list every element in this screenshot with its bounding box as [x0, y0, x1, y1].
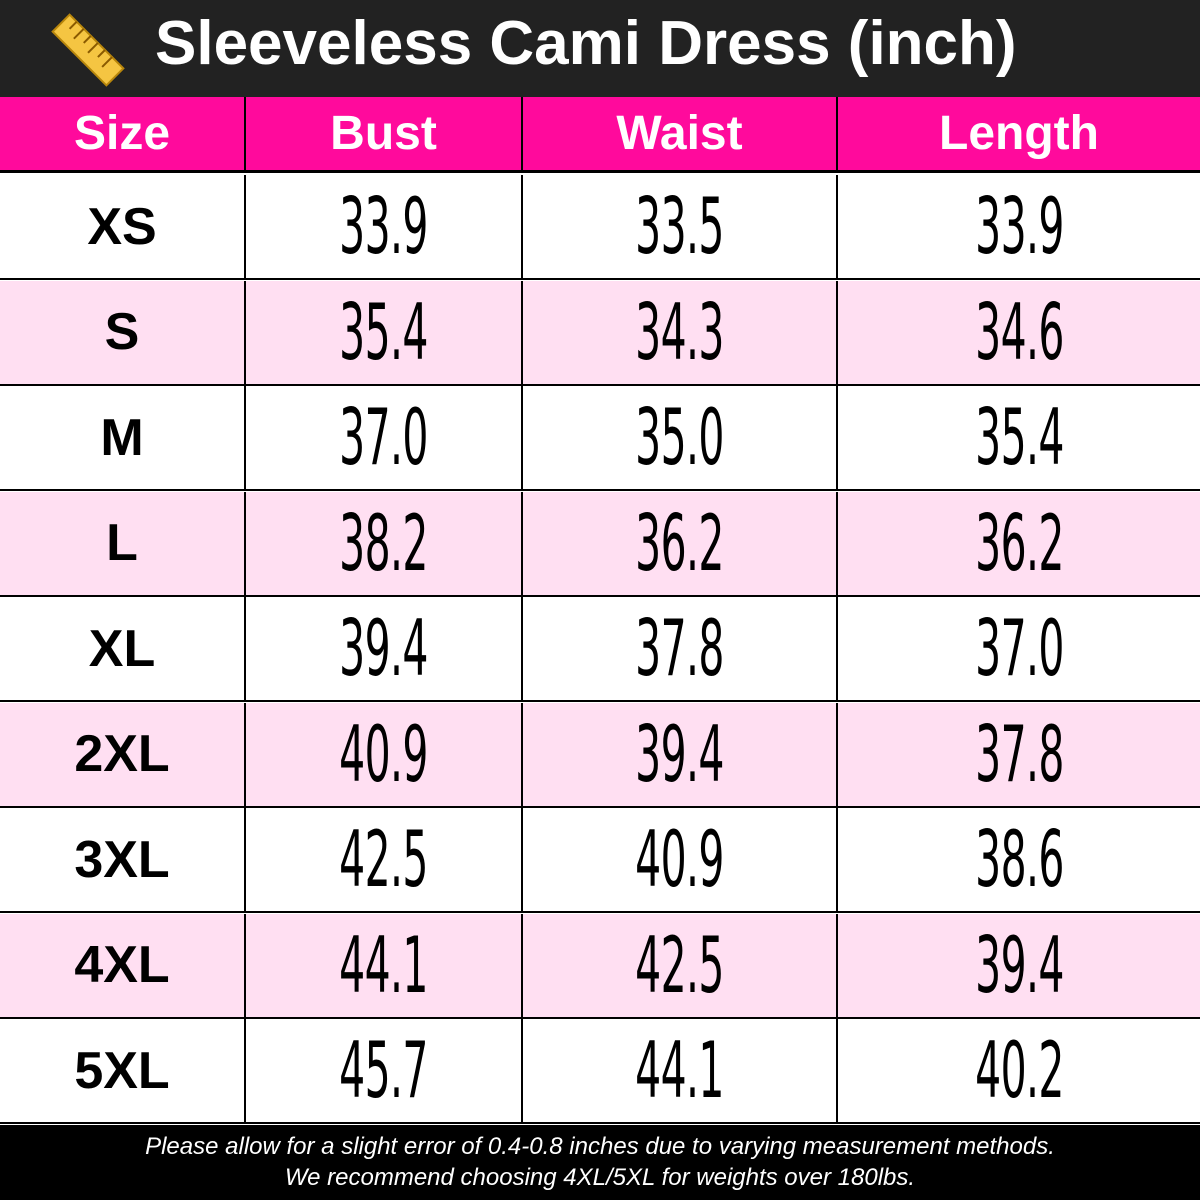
- table-cell: XS: [0, 175, 246, 278]
- table-row: 5XL 45.7 44.1 40.2: [0, 1019, 1200, 1124]
- measurement: 37.0: [339, 392, 428, 483]
- ruler-icon: [51, 13, 125, 87]
- measurement: 34.6: [974, 286, 1064, 378]
- footer-line: We recommend choosing 4XL/5XL for weight…: [284, 1164, 916, 1191]
- size-label: XS: [87, 197, 157, 256]
- table-cell: M: [0, 386, 246, 489]
- measurement: 42.5: [339, 814, 428, 905]
- table-cell: 38.6: [838, 808, 1200, 911]
- table-cell: 35.4: [246, 280, 523, 384]
- measurement: 35.4: [974, 392, 1064, 483]
- table-cell: 2XL: [0, 702, 246, 806]
- table-cell: 39.4: [246, 597, 523, 700]
- measurement: 40.9: [635, 814, 724, 905]
- measurement: 39.4: [635, 708, 724, 800]
- measurement: 35.0: [635, 392, 724, 483]
- table-cell: XL: [0, 597, 246, 700]
- measurement: 37.8: [635, 603, 724, 694]
- footer-line: Please allow for a slight error of 0.4-0…: [145, 1133, 1055, 1160]
- table-row: XS 33.9 33.5 33.9: [0, 175, 1200, 280]
- title: Sleeveless Cami Dress (inch): [155, 9, 1017, 78]
- measurement: 36.2: [974, 497, 1064, 589]
- table-row: M 37.0 35.0 35.4: [0, 386, 1200, 491]
- table-cell: 35.4: [838, 386, 1200, 489]
- table-cell: 3XL: [0, 808, 246, 911]
- size-label: 2XL: [74, 725, 170, 783]
- size-label: S: [104, 303, 140, 361]
- table-cell: 39.4: [523, 702, 838, 806]
- table-row: L 38.2 36.2 36.2: [0, 491, 1200, 597]
- measurement: 44.1: [339, 919, 428, 1011]
- table-cell: 44.1: [523, 1019, 838, 1122]
- table-cell: 39.4: [838, 914, 1200, 1017]
- table-row: 4XL 44.1 42.5 39.4: [0, 913, 1200, 1019]
- table-cell: 45.7: [246, 1019, 523, 1122]
- table-cell: 33.5: [523, 175, 838, 278]
- column-header: Bust: [246, 97, 523, 170]
- table-cell: 40.2: [838, 1019, 1200, 1122]
- measurement: 44.1: [635, 1025, 724, 1116]
- measurement: 33.9: [974, 181, 1064, 272]
- table-cell: 37.8: [523, 597, 838, 700]
- table-cell: 35.0: [523, 386, 838, 489]
- table-row: XL 39.4 37.8 37.0: [0, 597, 1200, 702]
- measurement: 40.9: [339, 708, 428, 800]
- measurement: 45.7: [339, 1025, 428, 1116]
- size-label: M: [100, 408, 144, 467]
- table-row: 3XL 42.5 40.9 38.6: [0, 808, 1200, 913]
- table-cell: 34.3: [523, 280, 838, 384]
- measurement: 37.0: [974, 603, 1064, 694]
- size-label: XL: [88, 619, 156, 678]
- table-cell: 44.1: [246, 913, 523, 1017]
- header-row: Size Bust Waist Length: [0, 97, 1200, 173]
- table-row: 2XL 40.9 39.4 37.8: [0, 702, 1200, 808]
- table-cell: L: [0, 491, 246, 595]
- table-cell: 34.6: [838, 281, 1200, 384]
- column-header: Length: [939, 107, 1099, 160]
- table-cell: 5XL: [0, 1019, 246, 1122]
- footer: Please allow for a slight error of 0.4-0…: [0, 1125, 1200, 1200]
- table-cell: 36.2: [523, 491, 838, 595]
- table-cell: 33.9: [246, 175, 523, 278]
- size-label: 5XL: [74, 1041, 170, 1100]
- measurement: 39.4: [339, 603, 428, 694]
- measurement: 39.4: [974, 919, 1064, 1011]
- table-cell: 33.9: [838, 175, 1200, 278]
- size-label: 4XL: [74, 936, 170, 994]
- table-cell: 37.8: [838, 703, 1200, 806]
- table-row: S 35.4 34.3 34.6: [0, 280, 1200, 386]
- size-table: Size Bust Waist Length XS 33.9 33.5 33.9 S 35.4 34…: [0, 97, 1200, 1125]
- table-cell: 37.0: [838, 597, 1200, 700]
- measurement: 35.4: [339, 286, 428, 378]
- column-header: Size: [0, 97, 246, 170]
- column-header: Waist: [523, 97, 838, 170]
- measurement: 33.9: [339, 181, 428, 272]
- measurement: 38.6: [974, 814, 1064, 905]
- size-label: L: [106, 514, 138, 572]
- size-label: 3XL: [74, 830, 170, 889]
- table-cell: 38.2: [246, 491, 523, 595]
- title-bar: Sleeveless Cami Dress (inch): [0, 0, 1200, 97]
- measurement: 36.2: [635, 497, 724, 589]
- measurement: 42.5: [635, 919, 724, 1011]
- table-cell: 42.5: [246, 808, 523, 911]
- table-cell: 40.9: [246, 702, 523, 806]
- table-cell: 42.5: [523, 913, 838, 1017]
- measurement: 38.2: [339, 497, 428, 589]
- measurement: 34.3: [635, 286, 724, 378]
- measurement: 33.5: [635, 181, 724, 272]
- measurement: 40.2: [974, 1025, 1064, 1116]
- table-cell: 4XL: [0, 913, 246, 1017]
- measurement: 37.8: [974, 708, 1064, 800]
- table-cell: 36.2: [838, 492, 1200, 595]
- table-cell: 40.9: [523, 808, 838, 911]
- table-cell: S: [0, 280, 246, 384]
- table-cell: 37.0: [246, 386, 523, 489]
